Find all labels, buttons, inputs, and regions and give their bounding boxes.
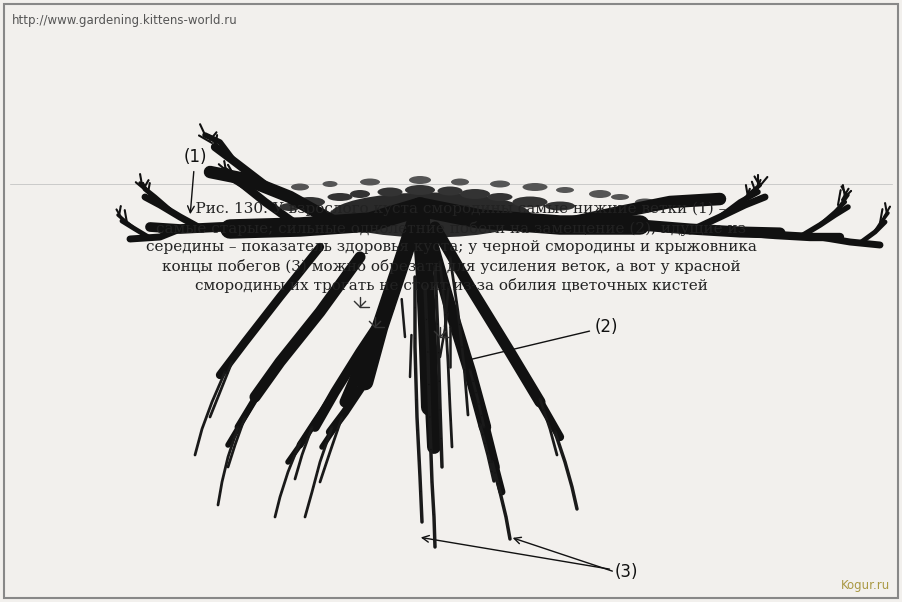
Ellipse shape: [280, 203, 300, 211]
Ellipse shape: [487, 193, 512, 201]
Ellipse shape: [409, 176, 431, 184]
Text: (2): (2): [465, 318, 619, 362]
Ellipse shape: [295, 197, 325, 207]
Ellipse shape: [350, 190, 370, 198]
Ellipse shape: [556, 187, 574, 193]
Text: (1): (1): [183, 148, 207, 213]
Ellipse shape: [330, 193, 530, 238]
Ellipse shape: [437, 187, 463, 196]
Text: концы побегов (3) можно обрезать для усиления веток, а вот у красной: концы побегов (3) можно обрезать для уси…: [161, 259, 741, 274]
Text: смородины их трогать не стоит из-за обилия цветочных кистей: смородины их трогать не стоит из-за обил…: [195, 278, 707, 293]
Ellipse shape: [360, 179, 380, 185]
Ellipse shape: [327, 193, 353, 201]
Text: Рис. 130. У взрослого куста смородины самые нижние ветки (1) –: Рис. 130. У взрослого куста смородины са…: [176, 202, 726, 216]
Ellipse shape: [490, 181, 510, 187]
Ellipse shape: [512, 196, 548, 208]
Ellipse shape: [460, 189, 490, 199]
Text: середины – показатель здоровья куста; у черной смородины и крыжовника: середины – показатель здоровья куста; у …: [145, 240, 757, 254]
Text: Kogur.ru: Kogur.ru: [841, 579, 890, 592]
Ellipse shape: [451, 179, 469, 185]
Text: самые старые; сильные однолетние побеги на замещение (2), идущие из: самые старые; сильные однолетние побеги …: [156, 221, 746, 236]
Ellipse shape: [545, 202, 575, 211]
Text: (3): (3): [422, 536, 639, 581]
Ellipse shape: [323, 181, 337, 187]
Text: http://www.gardening.kittens-world.ru: http://www.gardening.kittens-world.ru: [12, 14, 238, 27]
Ellipse shape: [291, 184, 309, 190]
Ellipse shape: [635, 199, 655, 205]
Ellipse shape: [378, 187, 402, 196]
Ellipse shape: [405, 185, 435, 195]
Ellipse shape: [522, 183, 548, 191]
Ellipse shape: [611, 194, 629, 200]
Ellipse shape: [589, 190, 611, 198]
